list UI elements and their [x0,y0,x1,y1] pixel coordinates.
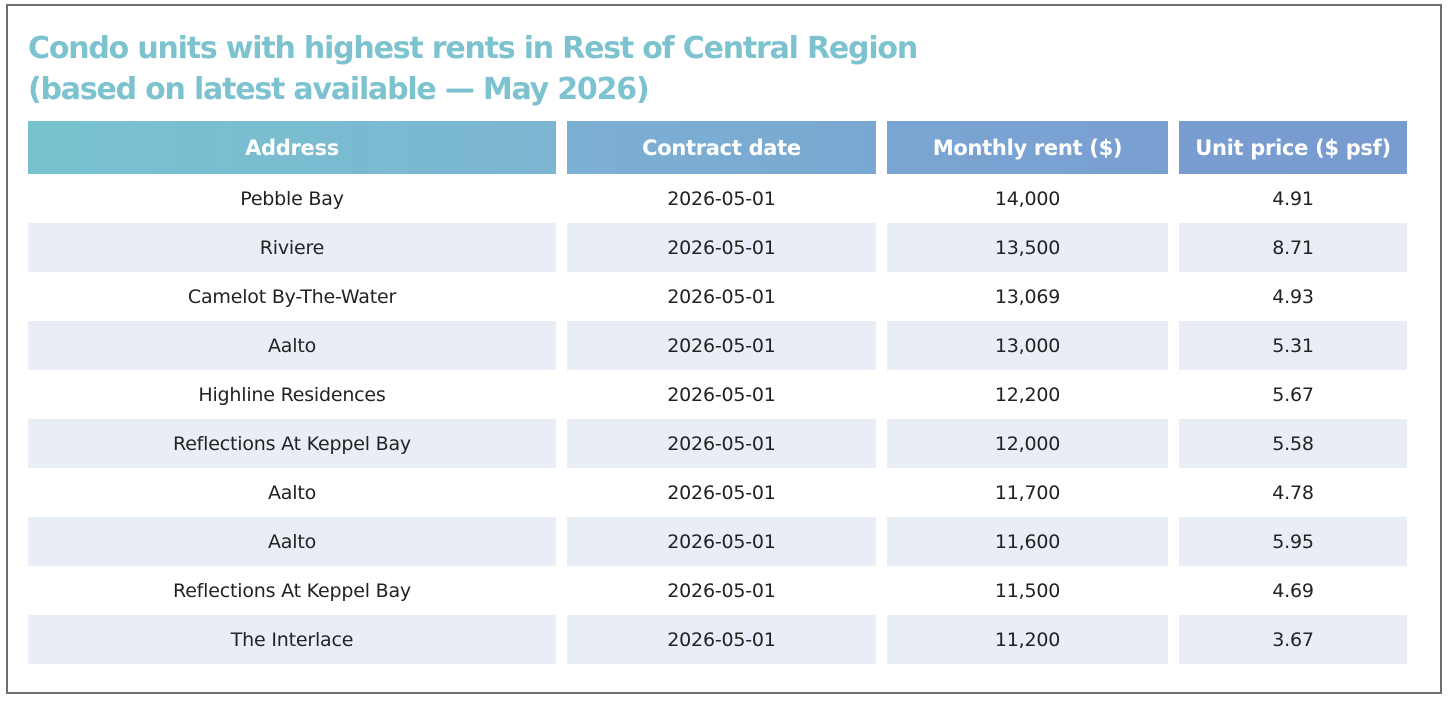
address-cell: Aalto [28,517,556,566]
monthly-rent-cell: 12,000 [887,419,1168,468]
table-body: Pebble Bay 2026-05-01 14,000 4.91 Riviere 202… [28,174,1407,664]
title-line-2: (based on latest available — May 2026) [28,72,650,107]
address-cell: Aalto [268,481,316,504]
address-cell: The Interlace [28,615,556,664]
unit-price-cell: 4.69 [1272,579,1314,602]
unit-price-cell: 5.58 [1179,419,1407,468]
address-cell: Aalto [28,321,556,370]
contract-date-cell: 2026-05-01 [667,481,776,504]
unit-price-cell: 4.78 [1272,481,1314,504]
contract-date-cell: 2026-05-01 [567,517,876,566]
header-monthly-rent: Monthly rent ($) [887,121,1168,174]
monthly-rent-cell: 14,000 [994,187,1061,210]
table-row: Aalto 2026-05-01 11,700 4.78 [28,468,1407,517]
header-address: Address [28,121,556,174]
monthly-rent-cell: 13,000 [887,321,1168,370]
address-cell: Riviere [28,223,556,272]
rent-table: Address Contract date Monthly rent ($) U… [28,121,1407,664]
figure-title: Condo units with highest rents in Rest o… [28,28,918,110]
monthly-rent-cell: 11,600 [887,517,1168,566]
address-cell: Highline Residences [198,383,386,406]
address-cell: Camelot By-The-Water [187,285,397,308]
unit-price-cell: 5.95 [1179,517,1407,566]
table-row: Aalto 2026-05-01 11,600 5.95 [28,517,1407,566]
header-contract-date: Contract date [567,121,876,174]
unit-price-cell: 5.67 [1272,383,1314,406]
table-row: Camelot By-The-Water 2026-05-01 13,069 4.93 [28,272,1407,321]
table-header-row: Address Contract date Monthly rent ($) U… [28,121,1407,174]
unit-price-cell: 4.93 [1272,285,1314,308]
contract-date-cell: 2026-05-01 [567,615,876,664]
contract-date-cell: 2026-05-01 [567,321,876,370]
contract-date-cell: 2026-05-01 [667,383,776,406]
monthly-rent-cell: 13,069 [994,285,1061,308]
monthly-rent-cell: 11,700 [994,481,1061,504]
address-cell: Reflections At Keppel Bay [28,419,556,468]
contract-date-cell: 2026-05-01 [567,223,876,272]
unit-price-cell: 3.67 [1179,615,1407,664]
monthly-rent-cell: 11,500 [994,579,1061,602]
title-line-1: Condo units with highest rents in Rest o… [28,31,918,66]
contract-date-cell: 2026-05-01 [667,187,776,210]
table-row: Reflections At Keppel Bay 2026-05-01 12,00… [28,419,1407,468]
unit-price-cell: 8.71 [1179,223,1407,272]
address-cell: Pebble Bay [240,187,344,210]
table-row: Pebble Bay 2026-05-01 14,000 4.91 [28,174,1407,223]
monthly-rent-cell: 11,200 [887,615,1168,664]
contract-date-cell: 2026-05-01 [567,419,876,468]
contract-date-cell: 2026-05-01 [667,579,776,602]
header-unit-price: Unit price ($ psf) [1179,121,1407,174]
table-row: Reflections At Keppel Bay 2026-05-01 11,50… [28,566,1407,615]
table-row: Highline Residences 2026-05-01 12,200 5.67 [28,370,1407,419]
unit-price-cell: 5.31 [1179,321,1407,370]
address-cell: Reflections At Keppel Bay [173,579,411,602]
table-row: Riviere 2026-05-01 13,500 8.71 [28,223,1407,272]
contract-date-cell: 2026-05-01 [667,285,776,308]
unit-price-cell: 4.91 [1272,187,1314,210]
table-row: The Interlace 2026-05-01 11,200 3.67 [28,615,1407,664]
table-row: Aalto 2026-05-01 13,000 5.31 [28,321,1407,370]
monthly-rent-cell: 13,500 [887,223,1168,272]
monthly-rent-cell: 12,200 [994,383,1061,406]
